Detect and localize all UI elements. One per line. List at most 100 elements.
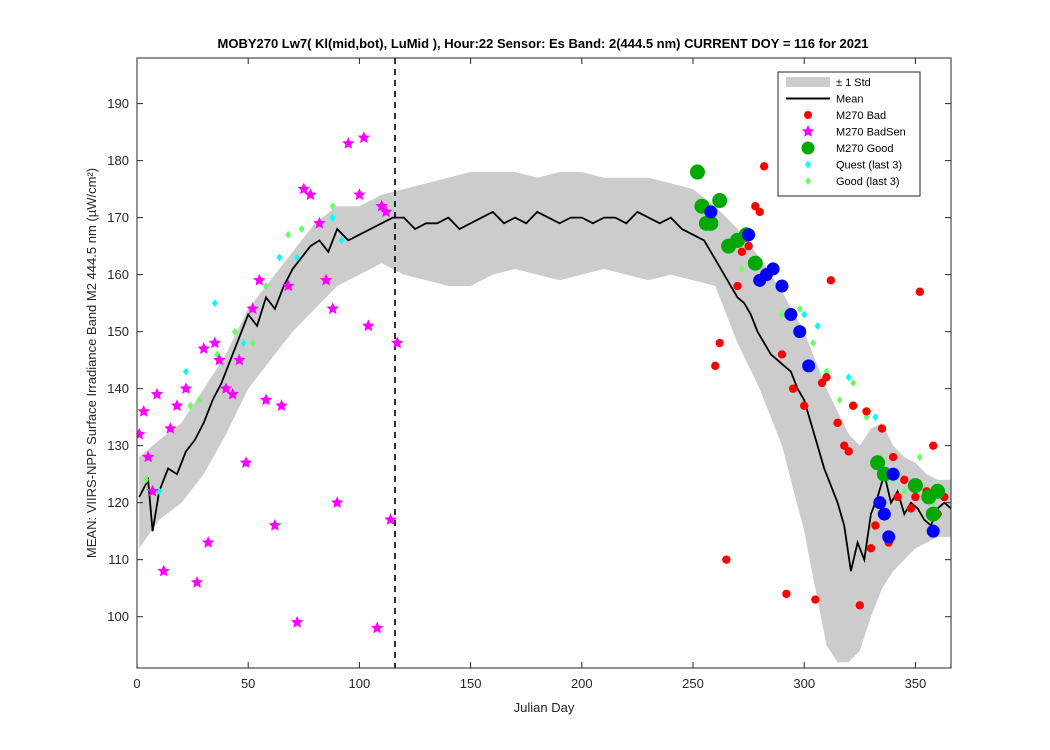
x-tick-label: 300: [793, 676, 815, 691]
bad-point: [782, 589, 791, 599]
x-axis-label: Julian Day: [514, 700, 575, 715]
good-last3-point: [778, 310, 785, 319]
blue-point: [784, 308, 798, 322]
badsen-point: [297, 182, 310, 195]
bad-point: [900, 475, 909, 485]
legend: ± 1 Std Mean M270 Bad M270 BadSen M270 Good Q…: [777, 71, 921, 197]
badsen-point: [157, 564, 170, 577]
badsen-point: [275, 399, 288, 411]
bad-point: [911, 492, 920, 502]
good-last3-point: [329, 202, 336, 211]
bad-point: [744, 241, 753, 251]
badsen-point: [179, 382, 193, 394]
bad-point: [811, 595, 820, 604]
bad-point: [929, 441, 938, 450]
bad-point: [840, 441, 849, 450]
good-last3-point: [142, 475, 149, 484]
bad-point: [893, 492, 902, 502]
bad-point: [715, 338, 724, 348]
badsen-point: [137, 405, 150, 417]
badsen-point: [226, 387, 239, 400]
good-last3-point: [298, 225, 305, 234]
y-tick-label: 100: [107, 609, 129, 624]
legend-swatch-std: [786, 77, 830, 87]
bad-point: [848, 401, 858, 410]
quest-point: [845, 373, 852, 382]
legend-item-quest: Quest (last 3): [805, 160, 902, 172]
legend-swatch-badsen: [801, 125, 815, 137]
legend-swatch-quest: [805, 160, 811, 169]
bad-point: [722, 555, 731, 564]
badsen-point: [391, 336, 404, 349]
y-tick-label: 160: [107, 267, 129, 282]
badsen-point: [362, 319, 375, 332]
good-last3-point: [850, 378, 857, 387]
x-tick-label: 100: [349, 676, 371, 691]
badsen-point: [246, 302, 259, 315]
x-tick-label: 0: [133, 676, 140, 691]
legend-label-std: ± 1 Std: [836, 77, 871, 89]
y-tick-label: 140: [107, 381, 129, 396]
badsen-point: [304, 188, 317, 201]
blue-point: [793, 325, 807, 339]
quest-point: [329, 213, 336, 222]
bad-point: [737, 247, 747, 257]
quest-point: [182, 367, 189, 376]
bad-point: [817, 378, 827, 388]
good-last3-point: [738, 264, 745, 273]
std-band: [139, 172, 951, 663]
legend-item-badsen: M270 BadSen: [801, 125, 906, 139]
badsen-point: [379, 205, 393, 218]
badsen-point: [253, 273, 266, 286]
badsen-point: [371, 621, 384, 634]
bad-point: [844, 447, 853, 456]
badsen-point: [357, 131, 370, 144]
bad-point: [877, 424, 887, 433]
badsen-point: [290, 615, 304, 628]
good-point: [712, 193, 728, 209]
bad-point: [755, 207, 764, 217]
blue-point: [704, 205, 718, 219]
badsen-point: [282, 279, 295, 292]
bad-point: [866, 544, 876, 553]
legend-label-bad: M270 Bad: [836, 110, 886, 122]
bad-point: [751, 202, 760, 211]
bad-point: [822, 373, 831, 382]
y-tick-label: 130: [107, 438, 129, 453]
y-axis-label: MEAN: VIIRS-NPP Surface Irradiance Band …: [84, 168, 99, 558]
quest-point: [240, 339, 247, 348]
badsen-point: [268, 519, 282, 531]
y-tick-label: 180: [107, 153, 129, 168]
x-tick-label: 200: [571, 676, 593, 691]
mean-line: [138, 210, 951, 572]
x-tick-label: 150: [460, 676, 482, 691]
badsen-point: [190, 576, 204, 588]
legend-item-bad: M270 Bad: [804, 110, 886, 122]
blue-point: [877, 507, 891, 521]
good-last3-point: [231, 327, 238, 336]
badsen-point: [208, 336, 221, 349]
bad-point: [711, 361, 720, 371]
blue-point: [873, 496, 887, 510]
badsen-point: [331, 496, 344, 508]
badsen-point: [313, 216, 326, 229]
quest-point: [814, 321, 821, 330]
good-last3-point: [901, 487, 908, 496]
badsen-point: [353, 188, 366, 201]
legend-label-good: M270 Good: [836, 143, 893, 155]
good-point: [703, 215, 719, 231]
blue-point: [882, 530, 896, 544]
y-tick-label: 150: [107, 324, 129, 339]
legend-swatch-bad: [804, 111, 812, 119]
good-last3-point: [249, 339, 256, 348]
x-tick-label: 350: [905, 676, 927, 691]
y-tick-label: 110: [108, 552, 129, 567]
bad-point: [862, 407, 871, 416]
bad-point: [833, 418, 842, 428]
good-last3-point: [796, 304, 803, 313]
badsen-point: [197, 342, 210, 354]
good-last3-point: [262, 282, 269, 291]
badsen-point: [137, 427, 146, 440]
legend-label-quest: Quest (last 3): [836, 160, 902, 172]
